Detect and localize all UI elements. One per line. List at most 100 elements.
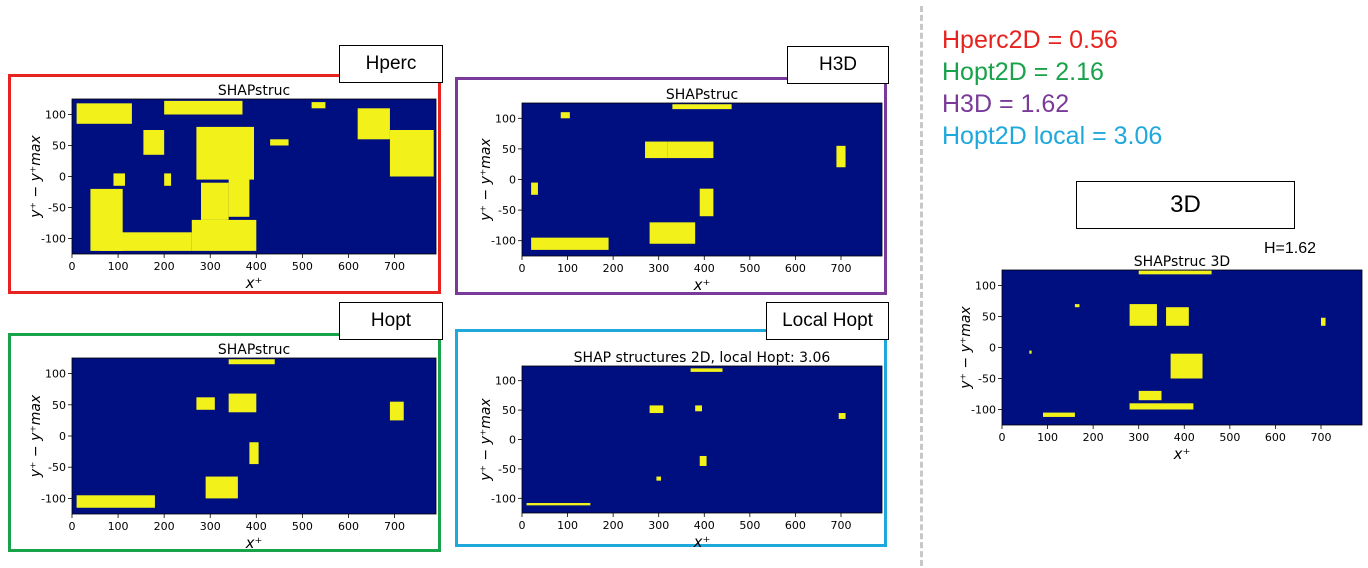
frame-local-hopt [455, 329, 887, 547]
structure-1 [228, 393, 257, 413]
structure-1 [1166, 307, 1189, 326]
x-tick-label: 100 [557, 262, 578, 275]
structure-3 [76, 495, 155, 508]
x-tick-label: 500 [739, 519, 760, 532]
x-tick-label: 300 [1128, 431, 1149, 444]
y-tick-label: 0 [509, 174, 516, 187]
x-tick-label: 500 [292, 260, 313, 273]
x-tick-label: 700 [1310, 431, 1331, 444]
y-tick-label: 0 [509, 434, 516, 447]
y-tick-label: -50 [978, 373, 996, 386]
x-tick-label: 100 [108, 520, 129, 533]
y-axis-label: y⁺ − y⁺max [478, 398, 494, 482]
y-tick-label: 50 [52, 399, 66, 412]
x-tick-label: 300 [648, 262, 669, 275]
x-tick-label: 700 [830, 519, 851, 532]
y-tick-label: 0 [989, 342, 996, 355]
y-tick-label: 100 [495, 375, 516, 388]
y-tick-label: 0 [59, 430, 66, 443]
x-tick-label: 600 [785, 519, 806, 532]
x-axis-label: x⁺ [693, 276, 711, 294]
metrics-list: Hperc2D = 0.56 Hopt2D = 2.16 H3D = 1.62 … [942, 24, 1162, 152]
x-axis-label: x⁺ [693, 533, 711, 551]
frame-hopt [8, 333, 441, 552]
x-tick-label: 600 [338, 520, 359, 533]
structure-6 [560, 112, 570, 119]
structure-1 [164, 100, 243, 115]
structure-4 [649, 222, 696, 244]
structure-10 [164, 173, 172, 186]
frame-h3d [455, 77, 887, 295]
structure-4 [113, 173, 125, 186]
structure-4 [656, 476, 661, 481]
chart-title: SHAPstruc [218, 342, 290, 358]
structure-5 [389, 401, 404, 421]
tag-local-hopt: Local Hopt [766, 302, 889, 340]
x-tick-label: 500 [292, 520, 313, 533]
x-tick-label: 0 [999, 431, 1006, 444]
x-tick-label: 0 [69, 520, 76, 533]
structure-8 [672, 104, 732, 110]
chart-local-hopt: 0 100 200 300 400 500 600 700 -100 -50 0 50 100 SHAP … [478, 350, 883, 551]
tag-hopt: Hopt [339, 302, 443, 340]
plot-area [522, 103, 882, 256]
x-tick-label: 200 [603, 262, 624, 275]
chart-hperc: 0 100 200 300 400 500 600 700 -100 -50 0 50 100 SHAPs… [28, 83, 437, 292]
structure-5 [1043, 412, 1075, 417]
x-tick-label: 100 [1037, 431, 1058, 444]
x-tick-label: 200 [154, 260, 175, 273]
structure-2 [699, 188, 714, 217]
x-tick-label: 100 [108, 260, 129, 273]
structure-2 [699, 455, 707, 466]
structure-5 [99, 232, 192, 251]
x-tick-label: 500 [739, 262, 760, 275]
x-tick-label: 200 [1083, 431, 1104, 444]
x-tick-label: 400 [1174, 431, 1195, 444]
metric-hperc2d: Hperc2D = 0.56 [942, 26, 1118, 54]
structure-9 [143, 130, 165, 155]
structure-1 [695, 405, 702, 412]
structure-2 [249, 442, 259, 465]
chart-title: SHAPstruc [666, 87, 738, 103]
structure-6 [228, 359, 275, 365]
x-tick-label: 400 [694, 519, 715, 532]
x-tick-label: 600 [338, 260, 359, 273]
x-tick-label: 700 [830, 262, 851, 275]
y-axis-label: y⁺ − y⁺max [28, 394, 44, 478]
y-tick-label: 100 [495, 112, 516, 125]
structure-2 [196, 126, 254, 180]
structure-6 [1320, 317, 1326, 326]
x-tick-label: 0 [519, 519, 526, 532]
structure-0 [1129, 304, 1157, 326]
x-axis-label: x⁺ [245, 534, 263, 552]
structure-1 [667, 141, 714, 159]
structure-0 [76, 103, 132, 124]
y-tick-label: -100 [41, 492, 66, 505]
x-tick-label: 100 [557, 519, 578, 532]
plot-area [1002, 270, 1362, 425]
structure-4 [205, 476, 238, 499]
structure-13 [311, 102, 326, 109]
y-tick-label: -50 [48, 202, 66, 215]
x-tick-label: 300 [200, 520, 221, 533]
frame-hperc [8, 74, 441, 294]
x-tick-label: 0 [519, 262, 526, 275]
structure-0 [645, 141, 668, 159]
y-tick-label: 50 [502, 143, 516, 156]
x-tick-label: 400 [246, 260, 267, 273]
y-tick-label: 0 [59, 171, 66, 184]
x-axis-label: x⁺ [1173, 445, 1191, 463]
structure-12 [389, 130, 434, 177]
y-tick-label: -100 [491, 492, 516, 505]
structure-3 [526, 503, 591, 506]
metric-h3d: H3D = 1.62 [942, 90, 1070, 118]
x-tick-label: 300 [648, 519, 669, 532]
structure-7 [201, 182, 229, 220]
h-note-3d: H=1.62 [1264, 240, 1317, 257]
structure-14 [270, 139, 289, 146]
structure-8 [228, 173, 250, 217]
y-tick-label: 100 [45, 109, 66, 122]
chart-title: SHAPstruc 3D [1134, 254, 1230, 270]
structure-7 [531, 182, 538, 195]
plot-area [522, 366, 882, 513]
